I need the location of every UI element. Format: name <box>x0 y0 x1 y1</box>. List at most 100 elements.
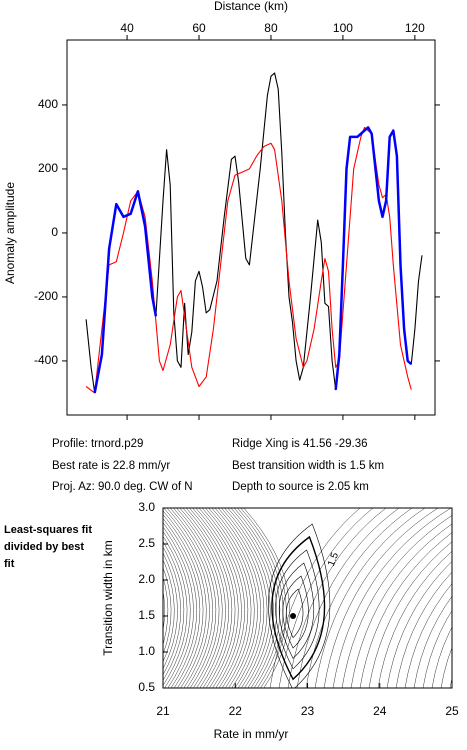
x-axis-title: Rate in mm/yr <box>214 727 289 741</box>
contour-line <box>243 508 290 688</box>
contour-line <box>422 610 452 688</box>
x-tick-label: 24 <box>373 704 387 718</box>
contour-line <box>332 508 452 688</box>
y-tick-label: 400 <box>38 97 58 111</box>
contour-line <box>459 508 467 688</box>
contour-line <box>224 508 271 688</box>
contour-line <box>296 508 400 688</box>
contour-line <box>395 571 452 688</box>
contour-line <box>278 508 374 688</box>
y-tick-label: 200 <box>38 161 58 175</box>
contour-line <box>163 559 175 663</box>
contour-line <box>211 508 258 688</box>
contour-line <box>166 508 213 688</box>
info-text: Profile: trnord.p29 <box>52 438 143 450</box>
info-text: Best transition width is 1.5 km <box>232 460 384 472</box>
contour-line <box>116 508 162 688</box>
x-tick-label: 100 <box>333 21 353 35</box>
contour-line <box>163 514 204 688</box>
x-tick-label: 25 <box>445 704 459 718</box>
x-axis-title: Distance (km) <box>214 0 288 13</box>
y-axis-title: Transition width in km <box>101 540 115 656</box>
contour-line <box>163 510 207 688</box>
contour-line <box>269 508 361 688</box>
contour-line <box>186 508 233 688</box>
x-tick-label: 120 <box>405 21 425 35</box>
contour-line <box>192 508 239 688</box>
contour-line <box>268 523 331 688</box>
y-tick-label: 0 <box>51 225 58 239</box>
contour-line <box>163 576 169 645</box>
contour-line <box>163 535 188 686</box>
x-tick-label: 22 <box>229 704 243 718</box>
contour-line <box>163 526 194 688</box>
x-tick-label: 23 <box>301 704 315 718</box>
y-tick-label: 1.5 <box>138 608 155 622</box>
contour-line <box>182 508 229 688</box>
contour-line <box>275 549 320 670</box>
contour-line <box>179 508 226 688</box>
contour-line <box>305 508 413 688</box>
contour-line <box>359 532 452 688</box>
y-tick-label: 0.5 <box>138 680 155 694</box>
contour-line <box>163 552 178 670</box>
contour-line <box>282 575 309 649</box>
info-text: Proj. Az: 90.0 deg. CW of N <box>52 481 193 493</box>
contour-line <box>221 508 268 688</box>
contour-line <box>195 508 242 688</box>
y-tick-label: 1.0 <box>138 644 155 658</box>
contour-line <box>208 508 255 688</box>
contour-line <box>440 646 452 688</box>
contour-line <box>431 626 452 688</box>
x-tick-label: 60 <box>192 21 206 35</box>
contour-line <box>163 540 185 681</box>
contour-line <box>170 508 217 688</box>
y-tick-label: -200 <box>34 289 58 303</box>
contour-line <box>163 566 172 655</box>
contour-line <box>176 508 223 688</box>
contour-line <box>163 589 165 632</box>
side-note-text: Least-squares fit divided by best fit <box>4 524 93 570</box>
y-tick-label: 2.5 <box>138 536 155 550</box>
contour-line <box>341 515 452 688</box>
contour-line <box>377 550 452 688</box>
contour-line <box>214 508 261 688</box>
y-tick-label: 2.0 <box>138 572 155 586</box>
contour-line <box>234 508 281 688</box>
best-fit-point <box>290 613 297 619</box>
plot-frame <box>66 39 436 416</box>
contour-line <box>198 508 245 688</box>
contour-line <box>173 508 220 688</box>
contour-line <box>113 508 159 688</box>
contour-line <box>286 588 304 639</box>
contour-line <box>240 508 287 688</box>
y-axis-title: Anomaly amplitude <box>3 182 17 284</box>
contour-line <box>404 583 452 688</box>
x-tick-label: 80 <box>264 21 278 35</box>
data-line <box>93 126 413 394</box>
x-tick-label: 21 <box>156 704 170 718</box>
contour-line <box>202 508 249 688</box>
contour-line <box>368 541 452 688</box>
y-tick-label: -400 <box>34 353 58 367</box>
contour-line <box>163 530 191 688</box>
contour-line <box>163 508 210 688</box>
contour-line <box>237 508 284 688</box>
data-line <box>85 126 412 394</box>
contour-line <box>230 508 277 688</box>
info-text: Ridge Xing is 41.56 -29.36 <box>232 438 368 450</box>
contour-line <box>278 562 314 659</box>
contour-line <box>323 508 439 688</box>
x-tick-label: 40 <box>120 21 134 35</box>
contour-line <box>314 508 426 688</box>
info-text: Depth to source is 2.05 km <box>232 481 369 493</box>
contour-line <box>163 522 197 688</box>
contour-line <box>449 676 452 688</box>
contour-line <box>205 508 252 688</box>
contour-line <box>109 508 155 688</box>
contour-line <box>163 546 181 676</box>
contours <box>109 508 467 688</box>
data-line <box>85 72 423 394</box>
contour-label: 1.5 <box>326 551 341 568</box>
contour-line <box>271 535 326 681</box>
